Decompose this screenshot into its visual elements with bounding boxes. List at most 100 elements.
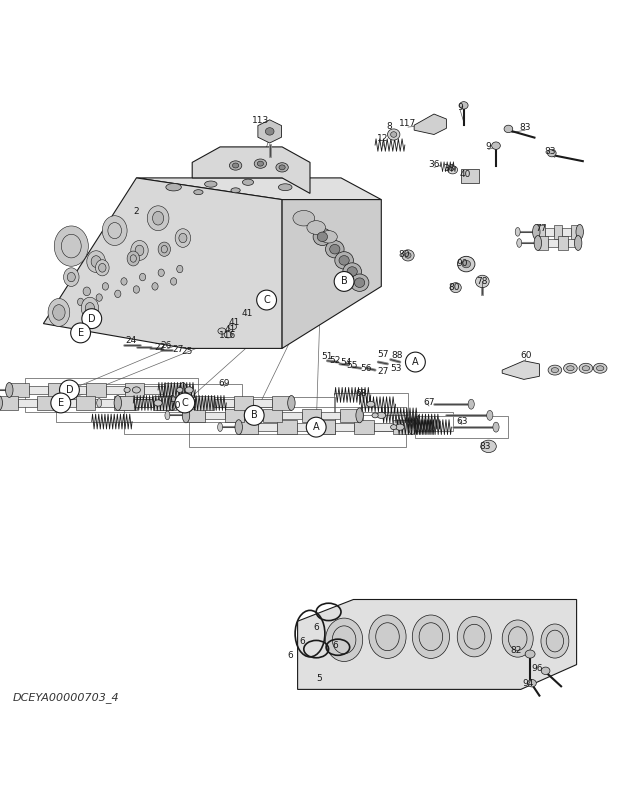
Text: 27: 27 bbox=[172, 345, 184, 354]
Bar bbox=[355, 420, 374, 434]
Ellipse shape bbox=[350, 274, 369, 291]
Text: 90: 90 bbox=[456, 259, 467, 268]
Ellipse shape bbox=[131, 240, 148, 260]
Ellipse shape bbox=[377, 412, 386, 419]
Bar bbox=[195, 396, 215, 410]
Bar bbox=[253, 400, 272, 407]
Text: A: A bbox=[313, 422, 319, 432]
Ellipse shape bbox=[205, 181, 217, 187]
Ellipse shape bbox=[254, 159, 267, 168]
Bar bbox=[415, 416, 508, 438]
Bar bbox=[571, 225, 580, 239]
Bar bbox=[393, 420, 412, 434]
Ellipse shape bbox=[218, 328, 226, 334]
Text: 82: 82 bbox=[510, 646, 521, 655]
Bar bbox=[56, 400, 76, 407]
Ellipse shape bbox=[63, 267, 79, 287]
Ellipse shape bbox=[335, 252, 353, 269]
Text: 36: 36 bbox=[428, 160, 440, 169]
Ellipse shape bbox=[158, 242, 170, 256]
Text: 25: 25 bbox=[182, 347, 193, 356]
Text: 40: 40 bbox=[459, 170, 471, 179]
Circle shape bbox=[405, 352, 425, 372]
Text: A: A bbox=[412, 357, 418, 367]
Bar bbox=[164, 383, 183, 396]
Text: 113: 113 bbox=[252, 116, 269, 125]
Text: 83: 83 bbox=[545, 147, 556, 156]
Bar bbox=[258, 423, 277, 431]
Bar bbox=[156, 396, 175, 410]
Ellipse shape bbox=[593, 363, 607, 373]
Bar bbox=[302, 408, 321, 422]
Ellipse shape bbox=[55, 226, 88, 266]
Ellipse shape bbox=[450, 283, 461, 293]
Ellipse shape bbox=[124, 388, 130, 392]
Ellipse shape bbox=[83, 287, 91, 295]
Ellipse shape bbox=[574, 236, 582, 251]
Bar bbox=[95, 400, 115, 407]
Ellipse shape bbox=[179, 383, 187, 397]
Ellipse shape bbox=[6, 383, 13, 397]
Ellipse shape bbox=[99, 263, 106, 272]
Bar bbox=[224, 408, 244, 422]
Circle shape bbox=[60, 380, 79, 400]
Ellipse shape bbox=[0, 396, 2, 411]
Ellipse shape bbox=[525, 650, 535, 658]
Ellipse shape bbox=[459, 102, 468, 109]
Ellipse shape bbox=[95, 259, 109, 276]
Ellipse shape bbox=[448, 166, 458, 174]
Circle shape bbox=[334, 271, 354, 291]
Ellipse shape bbox=[579, 363, 593, 373]
Bar bbox=[18, 400, 37, 407]
Bar bbox=[56, 384, 242, 422]
Text: 63: 63 bbox=[456, 417, 467, 426]
Text: 69: 69 bbox=[219, 379, 230, 388]
Ellipse shape bbox=[78, 298, 84, 306]
Ellipse shape bbox=[102, 216, 127, 245]
Bar bbox=[263, 408, 283, 422]
Bar bbox=[239, 420, 258, 434]
Text: 6: 6 bbox=[299, 637, 306, 646]
Ellipse shape bbox=[224, 332, 232, 338]
Ellipse shape bbox=[481, 440, 496, 453]
Polygon shape bbox=[192, 147, 310, 193]
Bar bbox=[175, 400, 195, 407]
Text: 80: 80 bbox=[448, 283, 459, 292]
Text: 57: 57 bbox=[378, 350, 389, 359]
Circle shape bbox=[51, 393, 71, 413]
Bar bbox=[9, 383, 29, 396]
Ellipse shape bbox=[166, 184, 182, 191]
Circle shape bbox=[71, 323, 91, 343]
Circle shape bbox=[306, 417, 326, 437]
Ellipse shape bbox=[547, 150, 556, 157]
Text: 116: 116 bbox=[219, 331, 236, 341]
Ellipse shape bbox=[121, 278, 127, 285]
Text: 78: 78 bbox=[477, 277, 488, 286]
Text: 41: 41 bbox=[229, 318, 240, 327]
Ellipse shape bbox=[388, 129, 400, 140]
Ellipse shape bbox=[81, 297, 99, 319]
Text: 6: 6 bbox=[313, 623, 319, 632]
Ellipse shape bbox=[177, 265, 183, 273]
Ellipse shape bbox=[278, 184, 292, 190]
Text: 51: 51 bbox=[322, 352, 333, 361]
Ellipse shape bbox=[347, 267, 357, 276]
Bar bbox=[106, 386, 125, 394]
Ellipse shape bbox=[468, 400, 474, 409]
Polygon shape bbox=[414, 114, 446, 135]
Ellipse shape bbox=[419, 622, 443, 650]
Ellipse shape bbox=[317, 232, 327, 241]
Ellipse shape bbox=[154, 400, 162, 406]
Bar bbox=[562, 228, 571, 236]
Ellipse shape bbox=[476, 275, 489, 287]
Ellipse shape bbox=[508, 626, 527, 650]
Bar bbox=[335, 423, 355, 431]
Bar bbox=[283, 412, 302, 419]
Bar bbox=[115, 396, 134, 410]
Ellipse shape bbox=[133, 387, 140, 393]
Ellipse shape bbox=[528, 680, 536, 687]
Ellipse shape bbox=[61, 234, 81, 258]
Ellipse shape bbox=[551, 368, 559, 373]
Ellipse shape bbox=[458, 617, 491, 657]
Text: 9: 9 bbox=[457, 103, 463, 112]
